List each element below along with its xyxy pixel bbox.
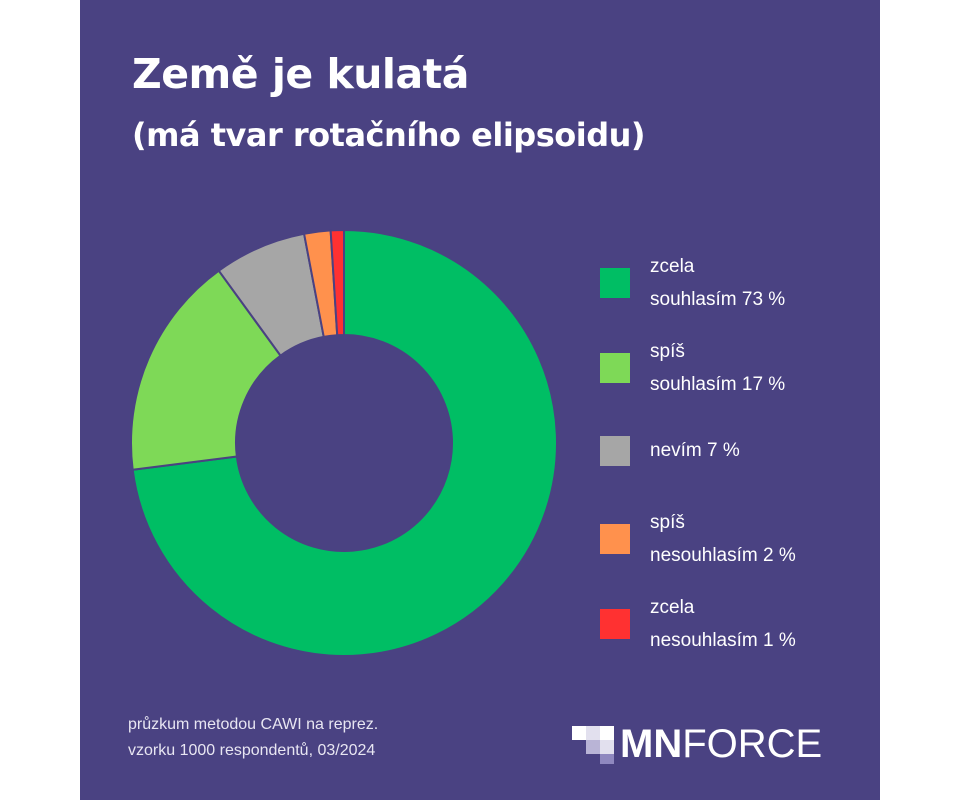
logo-force: FORCE (682, 722, 823, 766)
legend-label-line1: nevím 7 % (650, 440, 740, 461)
legend-swatch (600, 524, 630, 554)
footnote-line1: průzkum metodou CAWI na reprez. (128, 716, 379, 733)
legend-label: zcela souhlasím 73 % (650, 250, 850, 316)
logo-squares-icon (572, 722, 616, 766)
legend-label-line1: zcela (650, 256, 695, 277)
legend-label: spíš souhlasím 17 % (650, 335, 850, 401)
legend-item-spis-nesouhlasim: spíš nesouhlasím 2 % (600, 506, 850, 572)
legend-item-nevim: nevím 7 % (600, 434, 850, 467)
donut-slice-0 (131, 228, 558, 657)
logo-mn: MN (620, 722, 683, 766)
survey-footnote: průzkum metodou CAWI na reprez. vzorku 1… (128, 712, 378, 764)
legend-label-line1: spíš (650, 512, 685, 533)
legend-label-line2: nesouhlasím 2 % (650, 545, 796, 566)
mnforce-logo: MNFORCE (572, 722, 822, 766)
donut-chart (130, 228, 558, 657)
survey-card: Země je kulatá (má tvar rotačního elipso… (80, 0, 880, 800)
legend-item-zcela-souhlasim: zcela souhlasím 73 % (600, 250, 850, 316)
legend-label: spíš nesouhlasím 2 % (650, 506, 850, 572)
legend-label-line2: souhlasím 17 % (650, 374, 786, 395)
legend-label: zcela nesouhlasím 1 % (650, 591, 850, 657)
legend-swatch (600, 609, 630, 639)
legend-label-line1: zcela (650, 597, 695, 618)
legend-label: nevím 7 % (650, 434, 850, 467)
legend-item-zcela-nesouhlasim: zcela nesouhlasím 1 % (600, 591, 850, 657)
legend-label-line1: spíš (650, 341, 685, 362)
footnote-line2: vzorku 1000 respondentů, 03/2024 (128, 742, 376, 759)
chart-subtitle: (má tvar rotačního elipsoidu) (132, 116, 646, 154)
donut-slice-1 (130, 269, 282, 471)
logo-wordmark: MNFORCE (620, 722, 822, 766)
donut-slice-4 (329, 228, 345, 337)
legend-label-line2: souhlasím 73 % (650, 289, 786, 310)
legend-swatch (600, 268, 630, 298)
legend-swatch (600, 353, 630, 383)
legend-item-spis-souhlasim: spíš souhlasím 17 % (600, 335, 850, 401)
chart-title: Země je kulatá (132, 50, 469, 98)
legend-swatch (600, 435, 630, 466)
legend-label-line2: nesouhlasím 1 % (650, 630, 796, 651)
